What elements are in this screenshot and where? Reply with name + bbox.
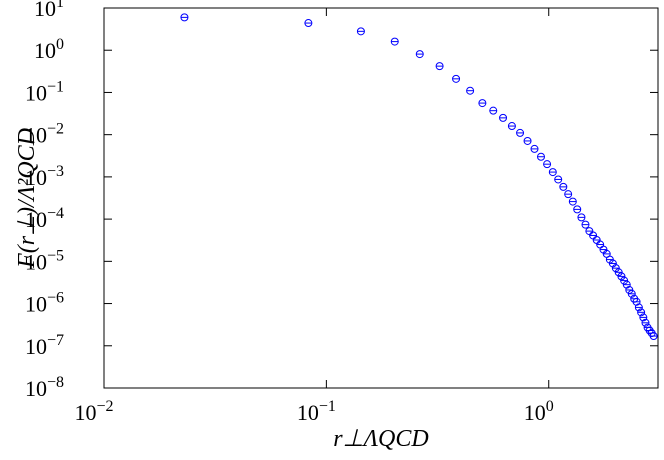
point <box>530 144 539 153</box>
point <box>523 136 532 145</box>
y-tick-label: 10−4 <box>25 205 64 232</box>
point <box>589 231 598 240</box>
y-tick-label: 101 <box>34 0 64 21</box>
point <box>637 308 646 317</box>
y-axis-label: F(r⊥)/Λ²QCD <box>14 128 40 269</box>
y-tick-label: 10−6 <box>25 290 64 317</box>
point <box>356 27 365 36</box>
point <box>478 99 487 108</box>
x-tick-label: 100 <box>524 398 554 425</box>
y-tick-label: 100 <box>34 36 64 63</box>
point <box>568 197 577 206</box>
point <box>304 19 313 28</box>
point <box>649 332 658 341</box>
point <box>577 213 586 222</box>
point <box>596 240 605 249</box>
x-tick-label: 10−2 <box>74 398 113 425</box>
x-axis-label: r⊥ΛQCD <box>333 426 428 452</box>
point <box>592 236 601 245</box>
point <box>581 220 590 229</box>
plot-frame <box>103 7 659 389</box>
point <box>617 272 626 281</box>
point <box>516 128 525 137</box>
point <box>611 264 620 273</box>
y-tick-label: 10−2 <box>25 121 64 148</box>
y-tick-label: 10−7 <box>25 332 64 359</box>
point <box>585 227 594 236</box>
point <box>614 268 623 277</box>
point <box>466 86 475 95</box>
point <box>415 50 424 59</box>
point <box>452 74 461 83</box>
point <box>639 313 648 322</box>
point <box>548 168 557 177</box>
point <box>507 122 516 131</box>
point <box>622 280 631 289</box>
point <box>489 106 498 115</box>
point <box>634 303 643 312</box>
y-tick-label: 10−5 <box>25 247 64 274</box>
point <box>536 152 545 161</box>
point <box>559 182 568 191</box>
point <box>620 276 629 285</box>
point <box>435 62 444 71</box>
point <box>627 289 636 298</box>
point <box>180 13 189 22</box>
point <box>499 113 508 122</box>
y-tick-label: 10−3 <box>25 163 64 190</box>
point <box>573 205 582 214</box>
point <box>564 190 573 199</box>
y-tick-label: 10−1 <box>25 78 64 105</box>
y-tick-label: 10−8 <box>25 374 64 401</box>
point <box>554 175 563 184</box>
point <box>632 297 641 306</box>
point <box>390 37 399 46</box>
point <box>543 160 552 169</box>
point <box>641 318 650 327</box>
x-tick-label: 10−1 <box>297 398 336 425</box>
